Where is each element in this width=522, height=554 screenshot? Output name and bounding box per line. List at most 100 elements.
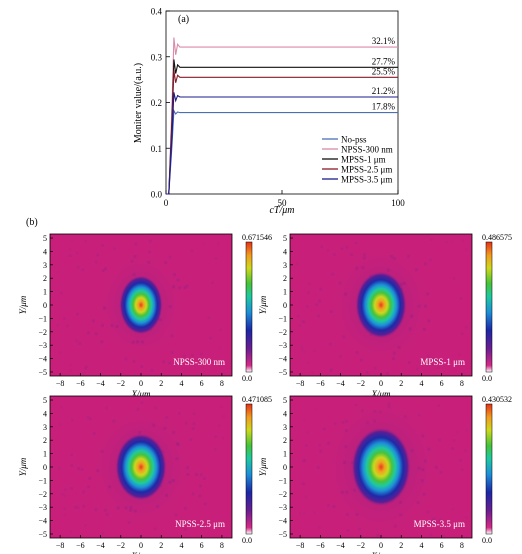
data-label-0: 17.8% (372, 102, 396, 112)
panel-name-label: NPSS-300 nm (173, 357, 225, 367)
x-axis-label-a: cT/μm (269, 205, 294, 216)
x-tick-label: 8 (220, 541, 224, 550)
heatmap-speckle (317, 314, 320, 318)
heatmap-speckle (201, 523, 205, 527)
heatmap-speckle (69, 362, 73, 366)
heatmap-speckle (192, 422, 196, 426)
heatmap-speckle (183, 506, 187, 510)
heatmap-speckle (68, 254, 72, 257)
heatmap-speckle (331, 272, 335, 276)
x-tick-label: −4 (96, 379, 105, 388)
heatmap-speckle (301, 481, 305, 485)
heatmap-speckle (444, 240, 448, 244)
heatmap-speckle (83, 371, 87, 375)
colorbar-max-label: 0.471085 (242, 395, 272, 404)
colorbar-max-label: 0.671546 (242, 233, 272, 242)
heatmap-speckle (70, 487, 73, 490)
heatmap-speckle (320, 245, 324, 249)
heatmap-speckle (94, 332, 98, 336)
heatmap-speckle (330, 368, 334, 372)
heatmap-speckle (59, 351, 63, 355)
heatmap-speckle (219, 346, 223, 350)
heatmap-speckle (354, 241, 358, 245)
heatmap-speckle (429, 533, 433, 537)
heatmap-speckle (436, 366, 440, 370)
heatmap-4: −8 −6 −4 −2 0 2 4 6 8 5 4 3 2 1 0 −1 −2 −3 −4 −5 X/μm Y/μm MPS… (258, 391, 512, 554)
heatmap-speckle (75, 312, 79, 316)
heatmap-speckle (63, 488, 67, 492)
heatmap-speckle (326, 248, 330, 252)
x-tick-label: 4 (419, 541, 423, 550)
heatmap-spot (115, 433, 167, 501)
heatmap-speckle (304, 495, 308, 499)
heatmap-speckle (432, 517, 436, 521)
heatmap-speckle (302, 419, 306, 423)
heatmap-speckle (60, 291, 64, 295)
heatmap-speckle (431, 519, 435, 522)
y-tick-label: 4 (283, 409, 287, 418)
heatmap-speckle (426, 354, 430, 358)
x-tick-label: 6 (440, 379, 444, 388)
heatmap-speckle (298, 512, 302, 515)
y-tick-label: 5 (43, 234, 47, 243)
heatmap-speckle (168, 255, 172, 259)
heatmap-speckle (216, 242, 220, 246)
x-tick-label: 2 (399, 379, 403, 388)
y-tick-label: 5 (283, 396, 287, 405)
heatmap-speckle (185, 284, 189, 288)
legend-label: MPSS-1 μm (341, 155, 386, 165)
legend-label: No-pss (341, 135, 367, 145)
heatmap-speckle (58, 422, 62, 426)
heatmap-speckle (430, 362, 433, 366)
y-axis-label: Y/μm (258, 295, 268, 314)
x-tick-label: −6 (76, 379, 85, 388)
heatmap-speckle (305, 304, 309, 308)
heatmap-speckle (190, 353, 194, 357)
heatmap-speckle (83, 523, 87, 527)
x-axis-label: X/μm (370, 551, 391, 554)
y-tick-label-a: 0.2 (151, 98, 162, 108)
heatmap-speckle (140, 365, 143, 368)
x-tick-label: −6 (316, 379, 325, 388)
heatmap-speckle (452, 277, 456, 280)
heatmap-3: −8 −6 −4 −2 0 2 4 6 8 5 4 3 2 1 0 −1 −2 −3 −4 −5 X/μm Y/μm NPS… (18, 395, 272, 554)
heatmap-speckle (78, 342, 82, 345)
heatmap-speckle (133, 242, 137, 246)
colorbar-min-label: 0.0 (242, 374, 252, 383)
heatmap-speckle (459, 360, 463, 364)
heatmap-speckle (209, 336, 213, 340)
heatmap-speckle (63, 316, 67, 320)
heatmap-speckle (101, 269, 105, 273)
y-tick-label: −3 (278, 503, 287, 512)
heatmap-speckle (221, 436, 225, 440)
x-tick-label: 0 (379, 541, 383, 550)
y-tick-label: 0 (283, 463, 287, 472)
panel-b-label: (b) (26, 217, 38, 228)
y-tick-label: 5 (43, 396, 47, 405)
heatmap-speckle (81, 268, 85, 272)
heatmap-speckle (451, 447, 454, 451)
heatmap-speckle (222, 415, 226, 419)
x-tick-label: −8 (296, 379, 305, 388)
heatmap-speckle (313, 348, 316, 352)
line-chart-panel-a: (a) 0.0 0.1 0.2 0.3 0.4 0 50 100 17.8% 32.1% 27.7… (133, 7, 405, 217)
x-tick-label: 6 (440, 541, 444, 550)
heatmap-speckle (219, 328, 223, 332)
heatmap-speckle (62, 513, 66, 517)
y-tick-label: 1 (283, 450, 287, 459)
x-tick-label: 8 (220, 379, 224, 388)
heatmap-speckle (300, 348, 304, 352)
heatmap-speckle (219, 405, 223, 408)
heatmap-speckle (298, 324, 302, 328)
heatmap-speckle (184, 421, 188, 425)
heatmap-speckle (296, 262, 300, 266)
heatmap-speckle (85, 365, 89, 369)
y-axis-label: Y/μm (18, 457, 28, 476)
heatmap-speckle (69, 530, 73, 533)
heatmap-panels-b: −8 −6 −4 −2 0 2 4 6 8 5 4 3 2 1 0 −1 −2 −3 −4 −5 X/μm Y/μm NPS… (18, 233, 512, 554)
heatmap-speckle (459, 458, 463, 462)
y-axis-label-a: Moniter value/(a.u.) (133, 63, 144, 143)
heatmap-speckle (304, 444, 308, 447)
heatmap-speckle (213, 447, 217, 451)
